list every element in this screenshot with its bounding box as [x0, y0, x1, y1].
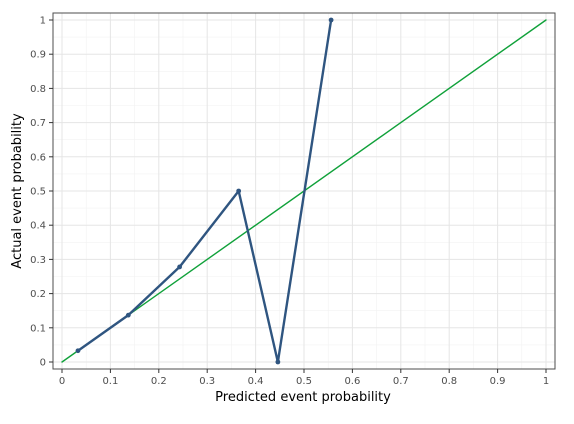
y-tick-label: 0.6	[30, 152, 46, 163]
data-point	[328, 17, 334, 23]
y-tick-label: 0.8	[30, 84, 46, 95]
calibration-curve	[76, 18, 333, 364]
x-tick-label: 1	[543, 376, 549, 387]
y-tick-label: 0.7	[30, 118, 46, 129]
x-tick-label: 0.9	[490, 376, 506, 387]
y-tick-label: 0.2	[30, 289, 46, 300]
y-tick-label: 0.5	[30, 187, 46, 198]
axis-ticks: 0 0.1 0.2 0.3 0.4 0.5 0.6 0.7 0.8 0.9 1 0 0.1 0.2 0.3 0…	[30, 16, 549, 388]
data-point	[177, 264, 183, 270]
y-tick-label: 1	[40, 16, 46, 27]
data-point	[75, 348, 81, 354]
x-tick-label: 0.8	[441, 376, 457, 387]
data-point	[236, 188, 242, 194]
x-tick-label: 0.4	[248, 376, 264, 387]
data-point	[275, 359, 281, 365]
y-tick-label: 0.4	[30, 221, 46, 232]
x-tick-label: 0.5	[296, 376, 312, 387]
grid-lines	[53, 13, 555, 369]
x-tick-label: 0.3	[199, 376, 215, 387]
x-axis-title: Predicted event probability	[215, 390, 391, 405]
x-tick-label: 0	[59, 376, 65, 387]
data-point	[125, 312, 131, 318]
y-tick-label: 0.3	[30, 255, 46, 266]
x-tick-label: 0.6	[344, 376, 360, 387]
y-tick-label: 0.9	[30, 50, 46, 61]
x-tick-label: 0.1	[102, 376, 118, 387]
plot-series	[61, 17, 547, 365]
y-tick-label: 0	[40, 358, 46, 369]
y-axis-title: Actual event probability	[10, 113, 25, 269]
y-tick-label: 0.1	[30, 323, 46, 334]
x-tick-label: 0.2	[151, 376, 167, 387]
x-tick-label: 0.7	[393, 376, 409, 387]
